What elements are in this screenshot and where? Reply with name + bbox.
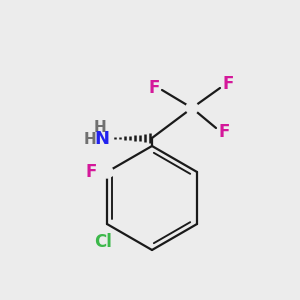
Circle shape <box>99 234 115 250</box>
Text: F: F <box>148 79 160 97</box>
Text: H: H <box>84 131 96 146</box>
Circle shape <box>186 102 198 114</box>
Text: H: H <box>94 121 106 136</box>
Text: N: N <box>94 130 110 148</box>
Text: Cl: Cl <box>94 233 112 251</box>
Circle shape <box>101 166 113 178</box>
Text: F: F <box>85 163 97 181</box>
Text: F: F <box>218 123 230 141</box>
Text: F: F <box>222 75 234 93</box>
